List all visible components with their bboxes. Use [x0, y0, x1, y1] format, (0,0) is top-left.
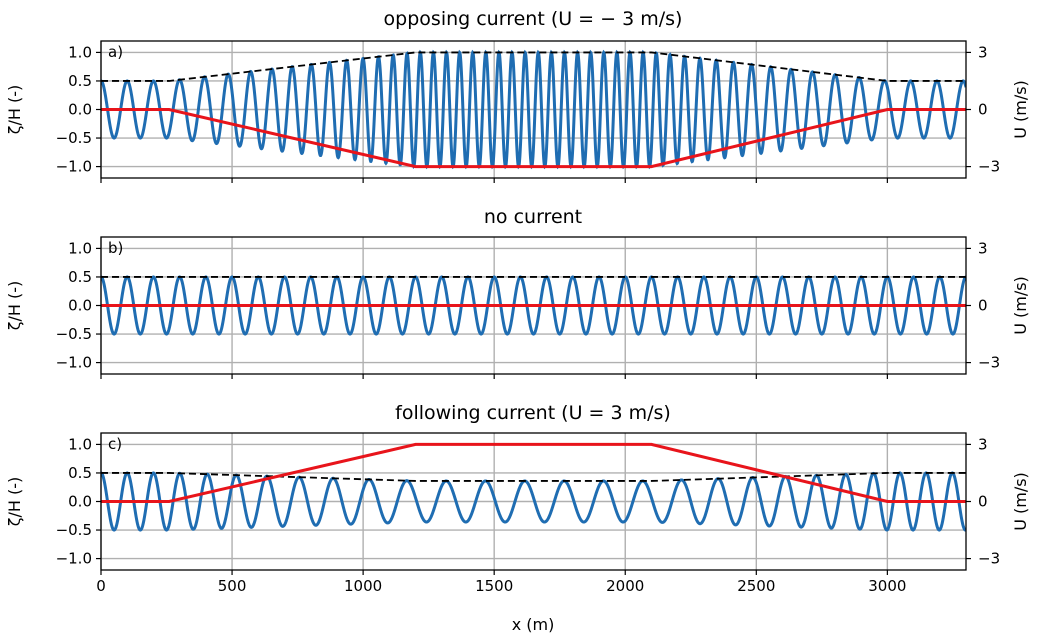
x-tick-label: 2500 [737, 577, 775, 595]
y-tick-label: −1.0 [56, 354, 92, 372]
left-axis-label: ζ/H (-) [5, 85, 24, 134]
wave-line [101, 49, 966, 170]
wave-line [101, 471, 966, 532]
right-axis-label: U (m/s) [1011, 80, 1030, 139]
panel-title: following current (U = 3 m/s) [395, 402, 671, 424]
y-tick-label: −1.0 [56, 550, 92, 568]
right-axis-label: U (m/s) [1011, 276, 1030, 335]
y-tick-label: 0.5 [68, 72, 92, 90]
panel-label: a) [108, 43, 123, 61]
u-tick-label: −3 [978, 550, 1000, 568]
current-line [101, 108, 966, 169]
y-tick-label: 0.0 [68, 101, 92, 119]
y-tick-label: −0.5 [56, 129, 92, 147]
x-tick-label: 2000 [606, 577, 644, 595]
u-tick-label: −3 [978, 158, 1000, 176]
envelope-line [101, 51, 966, 82]
y-tick-label: −1.0 [56, 158, 92, 176]
y-tick-label: 1.0 [68, 43, 92, 61]
u-tick-label: 3 [978, 239, 988, 257]
y-tick-label: 1.0 [68, 435, 92, 453]
y-tick-label: 1.0 [68, 239, 92, 257]
x-tick-label: 1500 [475, 577, 513, 595]
y-tick-label: 0.0 [68, 297, 92, 315]
right-axis-label: U (m/s) [1011, 472, 1030, 531]
u-tick-label: 3 [978, 435, 988, 453]
panel-label: b) [108, 239, 123, 257]
panel-title: no current [484, 206, 582, 228]
x-tick-label: 3000 [868, 577, 906, 595]
u-tick-label: 0 [978, 493, 988, 511]
x-tick-label: 0 [96, 577, 106, 595]
x-tick-label: 1000 [344, 577, 382, 595]
current-line [101, 442, 966, 503]
y-tick-label: 0.5 [68, 464, 92, 482]
y-tick-label: −0.5 [56, 521, 92, 539]
panel-title: opposing current (U = − 3 m/s) [384, 8, 683, 30]
u-tick-label: 3 [978, 43, 988, 61]
panel-label: c) [108, 435, 122, 453]
x-tick-label: 500 [218, 577, 247, 595]
left-axis-label: ζ/H (-) [5, 477, 24, 526]
y-tick-label: 0.0 [68, 493, 92, 511]
u-tick-label: 0 [978, 297, 988, 315]
envelope-line [101, 472, 966, 482]
left-axis-label: ζ/H (-) [5, 281, 24, 330]
u-tick-label: 0 [978, 101, 988, 119]
wave-line [101, 275, 966, 336]
u-tick-label: −3 [978, 354, 1000, 372]
y-tick-label: 0.5 [68, 268, 92, 286]
x-axis-label: x (m) [512, 615, 555, 634]
y-tick-label: −0.5 [56, 325, 92, 343]
